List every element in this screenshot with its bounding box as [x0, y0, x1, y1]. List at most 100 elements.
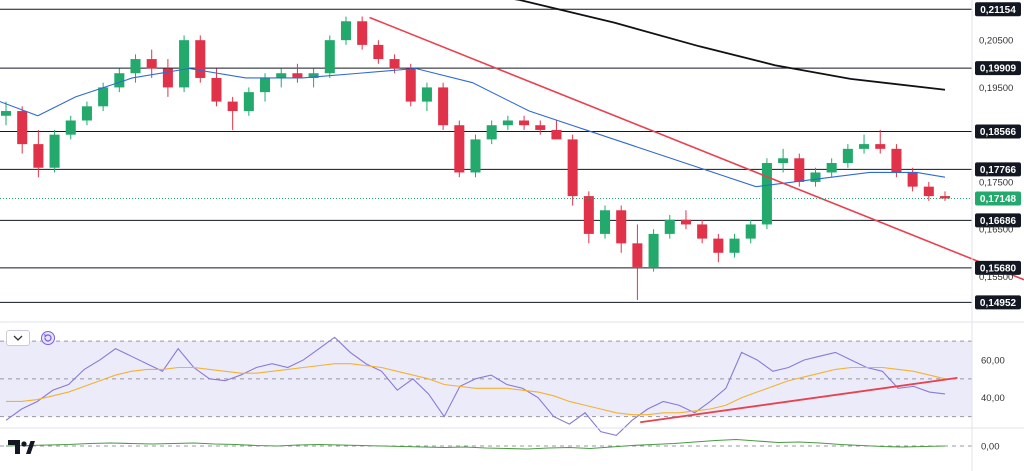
candle-body [340, 21, 352, 41]
level-badge [975, 213, 1021, 228]
candle-body [697, 224, 708, 239]
candle-body [211, 77, 222, 102]
level-label: 0,17766 [980, 165, 1017, 176]
candle-body [17, 111, 28, 145]
candle-body [761, 163, 772, 225]
candle-body [583, 196, 594, 234]
candle-body [308, 73, 319, 78]
candle-body [146, 59, 157, 69]
price-tick-label: 0,19500 [979, 83, 1013, 94]
candle-body [778, 158, 789, 164]
candle-body [648, 233, 659, 267]
candle-body [859, 144, 870, 149]
candle-body [243, 92, 254, 112]
candle-body [826, 163, 837, 173]
level-badge [975, 61, 1021, 76]
level-badge [975, 162, 1021, 177]
candle-body [0, 111, 12, 116]
candle-body [842, 148, 853, 164]
price-tick-label: 0,20500 [979, 36, 1013, 47]
price-tick-label: 0,16500 [979, 225, 1013, 236]
candle-body [227, 101, 238, 112]
candle-body [502, 120, 513, 126]
oscillator-series-line [5, 438, 946, 450]
candle-body [891, 148, 902, 173]
candle-body [179, 40, 190, 88]
candle-body [794, 158, 805, 182]
rsi-tick-label: 40,00 [981, 393, 1005, 404]
price-tick-label: 0,15500 [979, 272, 1013, 283]
tradingview-logo [8, 440, 35, 454]
candle-body [33, 144, 44, 168]
refresh-icon [41, 331, 55, 345]
candle-body [195, 40, 206, 78]
candle-body [405, 68, 416, 102]
candle-body [65, 120, 76, 135]
oscillator-tick-label: 0,00 [981, 442, 1000, 453]
candle-body [276, 73, 287, 78]
candle-body [616, 210, 627, 244]
collapse-pane-button[interactable] [6, 330, 30, 346]
candle-body [632, 243, 643, 267]
candle-body [324, 40, 335, 74]
candle-body [486, 125, 497, 140]
level-label: 0,19909 [980, 64, 1017, 75]
candle-body [130, 59, 141, 74]
candle-body [599, 210, 611, 234]
candle-body [438, 87, 449, 126]
rsi-trend-line [640, 376, 958, 424]
level-badge [975, 260, 1021, 275]
level-badge [975, 124, 1021, 139]
moving-average-line [0, 67, 946, 188]
level-badge [975, 2, 1021, 17]
candle-body [939, 196, 951, 199]
chevron-down-icon [13, 335, 23, 341]
rsi-series-line [6, 363, 946, 416]
candle-body [357, 21, 368, 45]
refresh-button[interactable] [40, 330, 56, 346]
candle-body [551, 129, 562, 140]
price-tick-label: 0,17500 [979, 177, 1013, 188]
price-pane [0, 0, 1024, 303]
level-label: 0,15680 [980, 263, 1017, 274]
candle-body [680, 219, 691, 225]
candle-body [81, 106, 92, 121]
level-label: 0,16686 [980, 216, 1017, 227]
candle-body [162, 68, 173, 88]
candle-body [745, 224, 756, 239]
candle-body [49, 134, 60, 168]
candle-body [470, 139, 481, 173]
candle-body [421, 87, 432, 102]
candle-body [535, 125, 546, 130]
rsi-tick-label: 60,00 [981, 355, 1005, 366]
candle-body [98, 87, 109, 107]
candle-body [875, 144, 886, 149]
candle-body [810, 172, 821, 182]
last-price-label: 0,17148 [980, 194, 1017, 205]
last-price-badge [975, 191, 1021, 206]
candle-body [519, 120, 530, 126]
candle-body [260, 77, 271, 93]
candle-body [114, 73, 125, 88]
candle-body [729, 238, 740, 253]
candle-body [664, 219, 675, 234]
candle-body [454, 125, 465, 173]
rsi-pane [0, 336, 972, 437]
candle-body [373, 44, 384, 60]
moving-average-line [514, 0, 946, 91]
level-label: 0,21154 [980, 5, 1016, 16]
level-badge [975, 295, 1021, 310]
candle-body [292, 73, 303, 78]
candle-body [713, 238, 724, 253]
level-label: 0,14952 [980, 298, 1017, 309]
candle-body [923, 186, 934, 197]
rsi-series-line [5, 336, 946, 437]
oscillator-pane [0, 438, 972, 450]
level-label: 0,18566 [980, 127, 1017, 138]
price-trend-line [369, 16, 1024, 281]
candle-body [907, 172, 918, 187]
candle-body [567, 139, 578, 197]
candle-body [389, 59, 400, 69]
